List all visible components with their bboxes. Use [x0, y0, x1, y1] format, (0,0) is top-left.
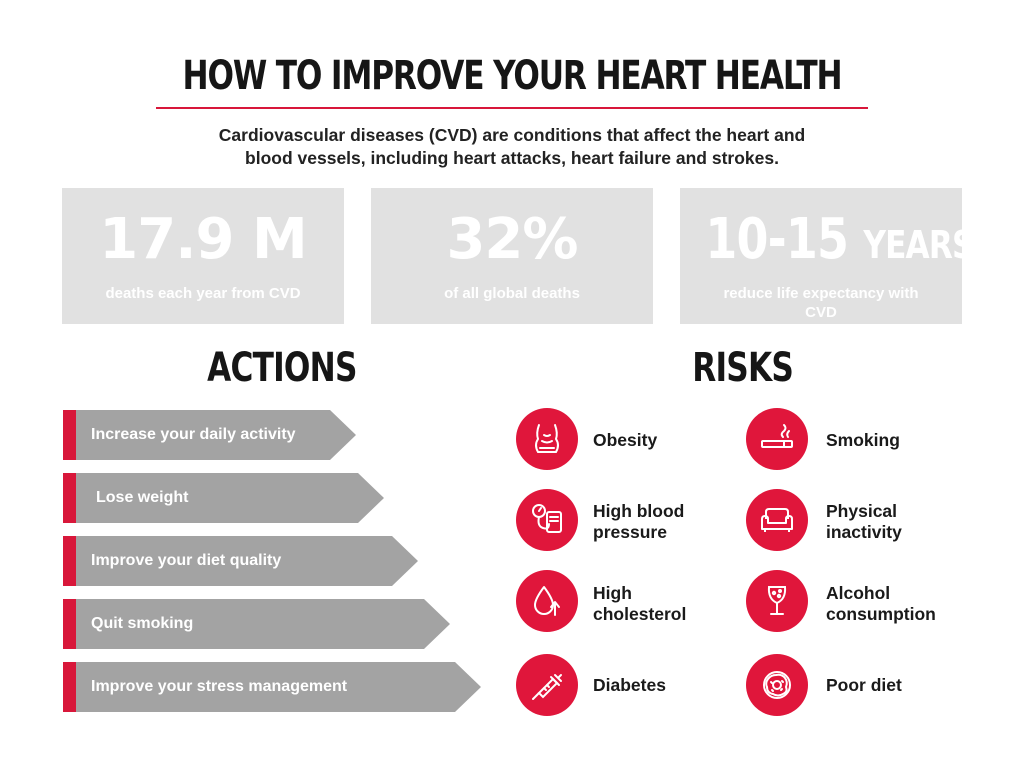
risk-label-cholesterol: High cholesterol: [593, 583, 733, 625]
action-label: Lose weight: [96, 489, 189, 506]
stat-value: 10-15 YEARS: [705, 207, 974, 272]
risks-heading: RISKS: [692, 345, 794, 391]
action-item-lose-weight: Lose weight: [63, 473, 384, 523]
stat-panel-life-expectancy: 10-15 YEARS reduce life expectancy with …: [680, 188, 974, 324]
action-label: Increase your daily activity: [91, 426, 296, 443]
risk-label-line: Diabetes: [593, 675, 666, 695]
risk-label-line: High blood: [593, 501, 685, 521]
action-item-stress-management: Improve your stress management: [63, 662, 481, 712]
action-item-quit-smoking: Quit smoking: [63, 599, 450, 649]
stat-number: 10-15: [705, 207, 849, 272]
intro-line-1: Cardiovascular diseases (CVD) are condit…: [218, 125, 806, 145]
wine-glass-icon: [746, 570, 808, 632]
action-item-diet-quality: Improve your diet quality: [63, 536, 418, 586]
action-accent-bar: [63, 473, 76, 523]
risk-label-line: Smoking: [826, 430, 900, 450]
risk-label-line: cholesterol: [593, 604, 687, 624]
stat-label: of all global deaths: [444, 285, 580, 302]
action-label: Improve your stress management: [91, 678, 348, 695]
risk-label-obesity: Obesity: [593, 430, 733, 451]
risk-label-diabetes: Diabetes: [593, 675, 733, 696]
risk-label-line: pressure: [593, 522, 667, 542]
stat-unit: YEARS: [863, 223, 974, 267]
risk-label-line: inactivity: [826, 522, 902, 542]
intro-text: Cardiovascular diseases (CVD) are condit…: [112, 124, 912, 170]
blood-pressure-icon: [516, 489, 578, 551]
page-title: HOW TO IMPROVE YOUR HEART HEALTH: [182, 53, 843, 99]
risk-label-smoking: Smoking: [826, 430, 966, 451]
sofa-icon: [746, 489, 808, 551]
action-label: Improve your diet quality: [91, 552, 282, 569]
action-accent-bar: [63, 662, 76, 712]
title-divider: [156, 107, 868, 109]
cholesterol-drop-icon: [516, 570, 578, 632]
risk-label-blood-pressure: High blood pressure: [593, 501, 733, 543]
action-label: Quit smoking: [91, 615, 194, 632]
risk-label-inactivity: Physical inactivity: [826, 501, 966, 543]
stat-value: 32%: [446, 207, 578, 272]
syringe-icon: [516, 654, 578, 716]
stat-label: deaths each year from CVD: [105, 285, 301, 302]
action-accent-bar: [63, 599, 76, 649]
action-item-daily-activity: Increase your daily activity: [63, 410, 356, 460]
risk-label-line: Alcohol: [826, 583, 891, 603]
stat-value: 17.9 M: [99, 207, 307, 272]
risk-label-alcohol: Alcohol consumption: [826, 583, 966, 625]
risk-label-poor-diet: Poor diet: [826, 675, 966, 696]
risk-label-line: High: [593, 583, 632, 603]
intro-line-2: blood vessels, including heart attacks, …: [245, 148, 779, 168]
risk-label-line: Physical: [826, 501, 898, 521]
risk-label-line: consumption: [826, 604, 936, 624]
obesity-icon: [516, 408, 578, 470]
cigarette-icon: [746, 408, 808, 470]
action-accent-bar: [63, 410, 76, 460]
stat-label: reduce life expectancy with CVD: [723, 285, 919, 321]
donut-icon: [746, 654, 808, 716]
action-accent-bar: [63, 536, 76, 586]
actions-heading: ACTIONS: [207, 345, 357, 391]
stat-panel-deaths: 17.9 M deaths each year from CVD: [62, 188, 344, 324]
risk-label-line: Poor diet: [826, 675, 902, 695]
risk-label-line: Obesity: [593, 430, 658, 450]
stat-panel-global-share: 32% of all global deaths: [371, 188, 653, 324]
